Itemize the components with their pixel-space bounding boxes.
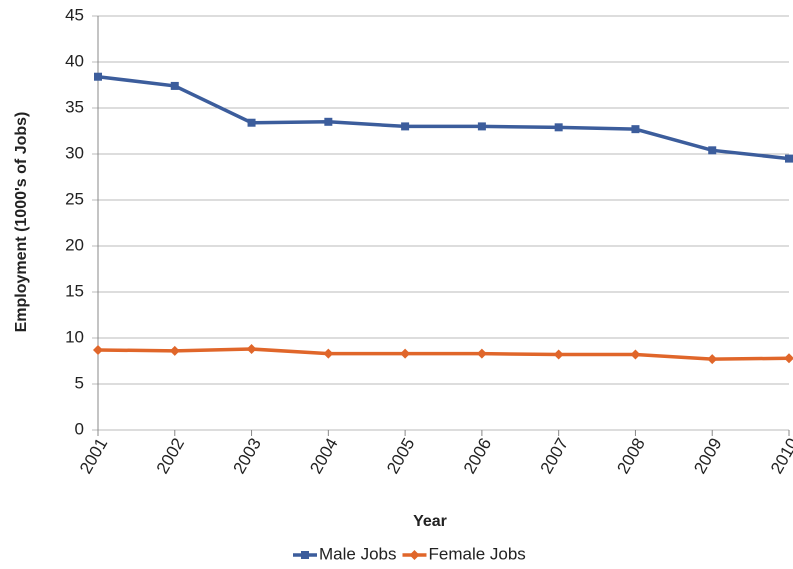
point <box>169 345 180 356</box>
y-tick-label: 45 <box>65 5 84 24</box>
legend-label: Male Jobs <box>319 544 396 563</box>
point <box>785 154 793 163</box>
point <box>93 344 103 355</box>
point <box>476 348 487 359</box>
point <box>94 72 102 81</box>
point <box>170 81 179 90</box>
x-tick-label: 2003 <box>230 435 265 477</box>
x-tick-label: 2002 <box>153 435 188 477</box>
series-line <box>97 74 790 161</box>
x-tick-label: 2010 <box>767 435 793 477</box>
x-tick-label: 2005 <box>383 435 418 477</box>
y-tick-label: 40 <box>65 51 84 70</box>
y-tick-label: 5 <box>75 373 84 392</box>
point <box>554 123 563 132</box>
point <box>708 146 717 155</box>
y-tick-label: 35 <box>65 97 84 116</box>
point <box>324 117 333 126</box>
point <box>784 353 793 364</box>
point <box>301 551 309 559</box>
point <box>553 349 564 360</box>
point <box>707 354 718 365</box>
x-tick-label: 2009 <box>690 435 725 477</box>
x-tick-label: 2006 <box>460 435 495 477</box>
x-tick-label: 2004 <box>306 435 341 477</box>
x-tick-label: 2007 <box>537 435 572 477</box>
x-tick-label: 2001 <box>76 435 111 477</box>
point <box>247 118 256 127</box>
y-tick-label: 20 <box>65 235 84 254</box>
series-line <box>97 347 790 361</box>
x-tick-label: 2008 <box>613 435 648 477</box>
point <box>477 122 486 131</box>
point <box>246 344 257 355</box>
point <box>630 349 641 360</box>
y-tick-label: 15 <box>65 281 84 300</box>
y-tick-label: 0 <box>75 419 84 438</box>
point <box>631 125 640 134</box>
legend-label: Female Jobs <box>428 544 525 563</box>
y-axis-label: Employment (1000's of Jobs) <box>13 112 30 333</box>
point <box>401 122 410 131</box>
x-axis-label: Year <box>413 513 447 530</box>
y-tick-label: 30 <box>65 143 84 162</box>
y-tick-label: 25 <box>65 189 84 208</box>
point <box>400 348 411 359</box>
point <box>323 348 334 359</box>
y-tick-label: 10 <box>65 327 84 346</box>
point <box>409 550 420 560</box>
